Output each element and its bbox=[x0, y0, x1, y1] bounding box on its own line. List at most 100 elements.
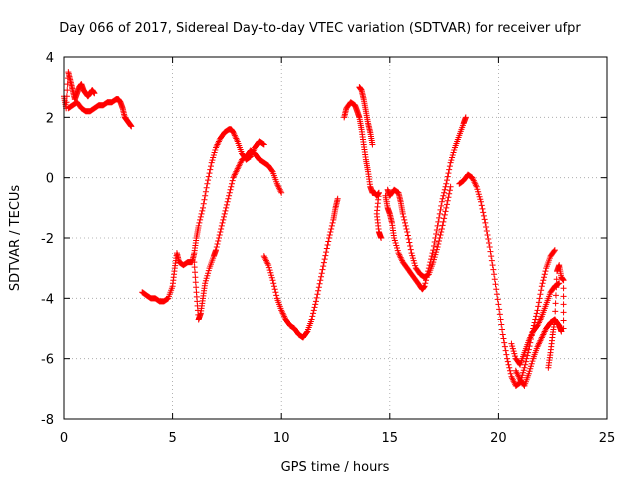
data-point bbox=[506, 364, 513, 371]
data-point bbox=[222, 207, 229, 214]
data-point bbox=[407, 243, 414, 250]
data-point bbox=[441, 215, 448, 222]
data-point bbox=[524, 352, 531, 359]
data-point bbox=[209, 157, 216, 164]
data-point bbox=[533, 323, 540, 330]
data-point bbox=[422, 280, 429, 287]
data-point bbox=[537, 291, 544, 298]
data-point bbox=[210, 154, 217, 161]
data-point bbox=[478, 198, 485, 205]
data-point bbox=[501, 339, 508, 346]
y-tick-label: 0 bbox=[46, 172, 54, 187]
data-point bbox=[505, 361, 512, 368]
data-point bbox=[492, 281, 499, 288]
data-point bbox=[223, 201, 230, 208]
data-point bbox=[451, 147, 458, 154]
data-point bbox=[323, 245, 330, 252]
data-point bbox=[369, 141, 376, 148]
data-point bbox=[406, 239, 413, 246]
data-point bbox=[430, 259, 437, 266]
data-point bbox=[560, 325, 567, 332]
data-point bbox=[408, 250, 415, 257]
data-point bbox=[443, 201, 450, 208]
data-point bbox=[442, 208, 449, 215]
data-point bbox=[273, 292, 280, 299]
data-point bbox=[552, 300, 559, 307]
data-point bbox=[128, 123, 135, 130]
data-point bbox=[206, 170, 213, 177]
data-point bbox=[268, 167, 275, 174]
data-point bbox=[202, 280, 209, 287]
data-point bbox=[538, 283, 545, 290]
data-point bbox=[445, 194, 452, 201]
data-point bbox=[551, 248, 558, 255]
data-point bbox=[191, 264, 198, 271]
data-point bbox=[318, 270, 325, 277]
series-arc-4 bbox=[260, 195, 341, 341]
data-point bbox=[434, 222, 441, 229]
data-point bbox=[224, 198, 231, 205]
data-point bbox=[520, 367, 527, 374]
data-point bbox=[391, 235, 398, 241]
data-point bbox=[215, 235, 222, 241]
data-point bbox=[446, 190, 453, 197]
data-point bbox=[212, 147, 219, 154]
data-point bbox=[315, 287, 322, 294]
data-point bbox=[485, 240, 492, 247]
data-point bbox=[488, 257, 495, 264]
data-point bbox=[506, 367, 513, 374]
data-point bbox=[322, 252, 329, 259]
data-point bbox=[535, 303, 542, 310]
data-point bbox=[409, 252, 416, 259]
data-point bbox=[198, 210, 205, 217]
data-points bbox=[61, 69, 567, 389]
data-point bbox=[271, 286, 278, 293]
data-point bbox=[499, 326, 506, 333]
data-point bbox=[509, 345, 516, 352]
data-point bbox=[312, 298, 319, 305]
data-point bbox=[439, 195, 446, 202]
data-point bbox=[425, 271, 432, 278]
data-point bbox=[221, 213, 228, 220]
data-point bbox=[437, 231, 444, 238]
data-point bbox=[203, 184, 210, 191]
data-point bbox=[195, 222, 202, 229]
data-point bbox=[428, 256, 435, 263]
data-point bbox=[228, 180, 235, 187]
data-point bbox=[226, 192, 233, 199]
data-point bbox=[225, 195, 232, 202]
data-point bbox=[214, 241, 221, 248]
data-point bbox=[520, 381, 527, 388]
x-tick-label: 25 bbox=[599, 431, 616, 446]
data-point bbox=[497, 316, 504, 323]
data-point bbox=[473, 183, 480, 190]
data-point bbox=[475, 188, 482, 195]
data-point bbox=[323, 249, 330, 256]
data-point bbox=[495, 301, 502, 308]
data-point bbox=[203, 275, 210, 282]
data-point bbox=[558, 328, 565, 335]
data-point bbox=[405, 236, 412, 243]
data-point bbox=[399, 210, 406, 217]
data-point bbox=[552, 308, 559, 315]
data-point bbox=[484, 231, 491, 238]
series-arc-2 bbox=[139, 126, 267, 305]
data-point bbox=[522, 358, 529, 365]
data-point bbox=[319, 266, 326, 273]
data-point bbox=[444, 173, 451, 180]
data-point bbox=[541, 271, 548, 278]
data-point bbox=[424, 272, 431, 279]
data-point bbox=[488, 253, 495, 260]
data-point bbox=[318, 273, 325, 280]
y-tick-label: -4 bbox=[41, 292, 54, 307]
x-tick-label: 20 bbox=[490, 431, 507, 446]
data-point bbox=[539, 280, 546, 287]
data-point bbox=[163, 296, 170, 303]
data-point bbox=[479, 205, 486, 212]
data-point bbox=[191, 259, 198, 266]
data-point bbox=[450, 149, 457, 156]
series-arc-1b bbox=[65, 96, 135, 130]
data-point bbox=[213, 247, 220, 254]
data-point bbox=[314, 291, 321, 298]
